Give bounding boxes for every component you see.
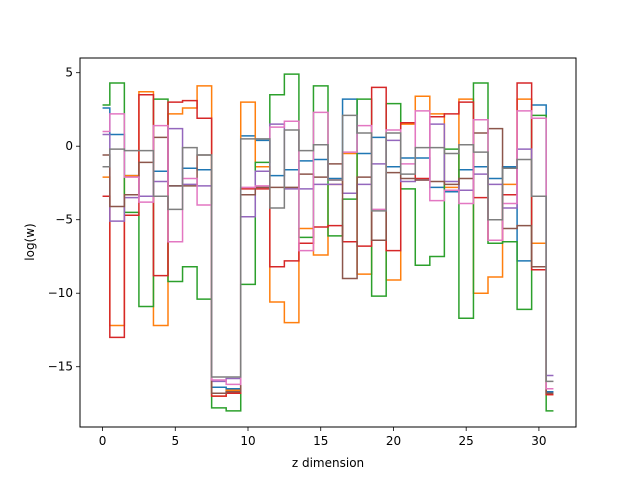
series-layer [102, 73, 554, 412]
x-tick-label: 20 [386, 434, 401, 448]
y-tick-label: 0 [65, 139, 73, 153]
x-tick-label: 0 [99, 434, 107, 448]
x-tick-label: 10 [240, 434, 255, 448]
series-line-4 [102, 82, 554, 397]
y-axis-label: log(w) [23, 223, 37, 260]
x-axis-ticks: 0 5 10 15 20 25 30 [99, 427, 547, 448]
y-tick-label: −5 [55, 213, 73, 227]
x-tick-label: 25 [459, 434, 474, 448]
x-axis-label: z dimension [292, 456, 364, 470]
plot-frame [79, 57, 577, 428]
y-axis-ticks: 5 0 −5 −10 −15 [48, 66, 80, 374]
y-tick-label: 5 [65, 66, 73, 80]
y-tick-label: −15 [48, 360, 73, 374]
y-tick-label: −10 [48, 286, 73, 300]
x-tick-label: 5 [171, 434, 179, 448]
series-line-5 [102, 123, 554, 383]
x-tick-label: 15 [313, 434, 328, 448]
series-line-8 [102, 114, 554, 383]
x-tick-label: 30 [531, 434, 546, 448]
